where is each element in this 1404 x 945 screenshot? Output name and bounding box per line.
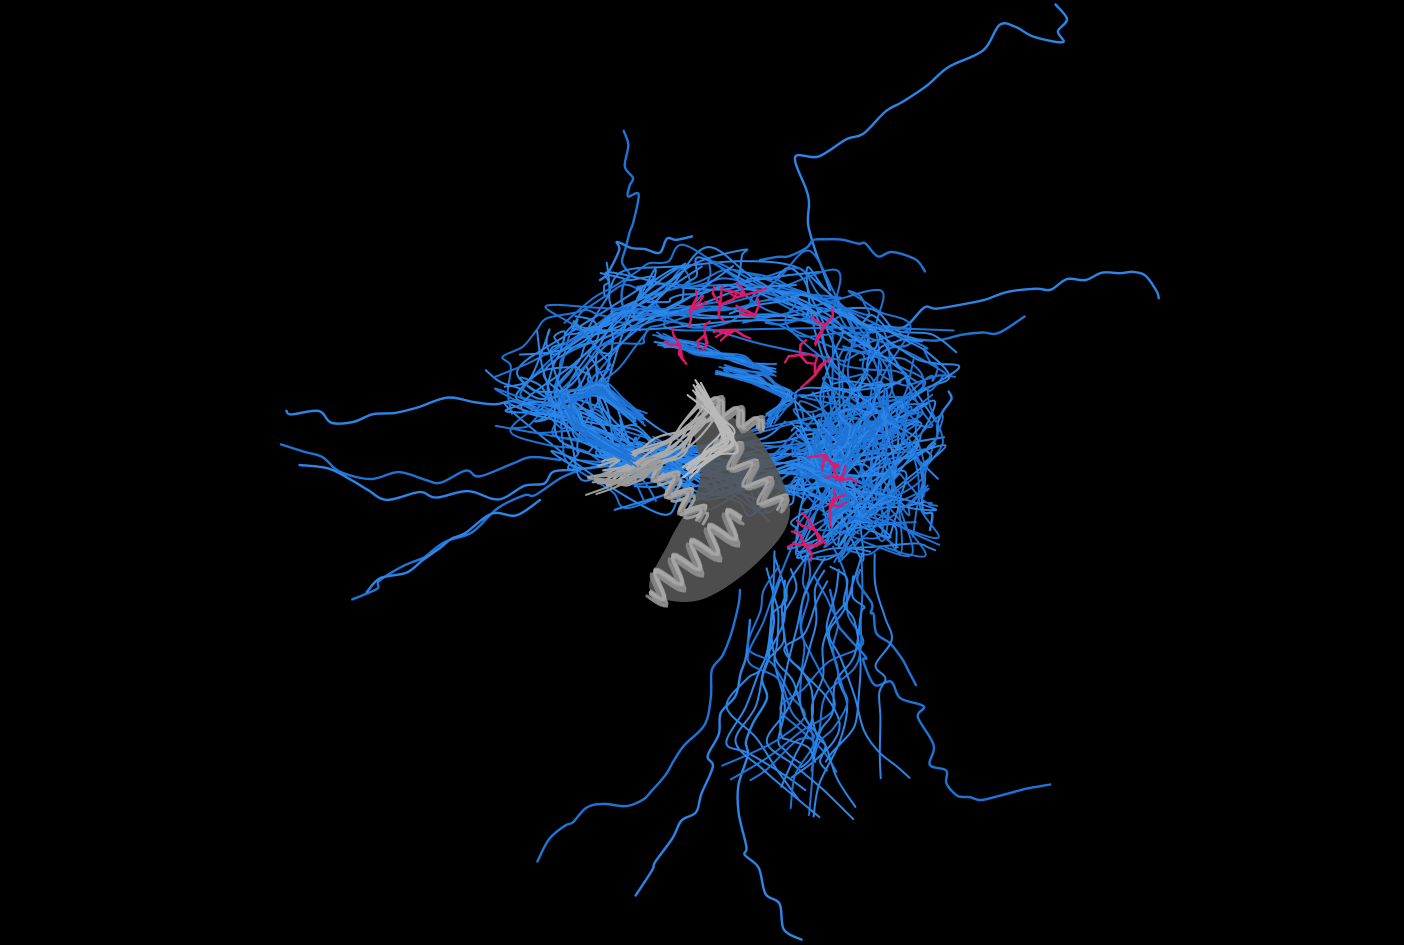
- core-strand: [683, 384, 725, 478]
- disordered-tail: [634, 618, 752, 897]
- core-stub: [587, 462, 663, 483]
- residue-sticks: [795, 511, 828, 547]
- highlighted-residues: [663, 281, 858, 562]
- disordered-strand: [770, 551, 857, 808]
- residue-sticks: [828, 488, 847, 527]
- disordered-tail: [279, 443, 562, 485]
- residue-sticks: [696, 320, 711, 352]
- chain-bundle: [715, 372, 793, 415]
- disordered-tail: [351, 468, 582, 601]
- residue-sticks: [735, 296, 761, 317]
- helix-coil: [656, 472, 710, 526]
- chain-bundle: [714, 372, 787, 421]
- disordered-loop: [518, 246, 937, 423]
- folded-core-body: [649, 410, 790, 602]
- chain-bundles: [556, 331, 858, 528]
- core-stub: [587, 455, 653, 478]
- residue-sticks: [783, 339, 817, 365]
- disordered-tail: [285, 396, 592, 432]
- disordered-strand: [729, 546, 836, 781]
- residue-sticks: [799, 356, 832, 389]
- disordered-loop: [504, 265, 734, 488]
- disordered-loop: [823, 484, 929, 563]
- disordered-loop: [610, 268, 912, 446]
- disordered-tail: [793, 3, 1069, 292]
- disordered-loop: [794, 429, 941, 555]
- disordered-tail: [919, 390, 953, 532]
- chain-bundle: [723, 368, 793, 416]
- residue-sticks: [663, 327, 688, 365]
- residue-sticks: [824, 462, 858, 484]
- disordered-loop: [536, 330, 815, 507]
- disordered-loop: [792, 390, 913, 453]
- disordered-tail: [298, 463, 577, 502]
- disordered-tail: [758, 237, 927, 273]
- disordered-loop: [796, 542, 937, 561]
- disordered-tail: [598, 235, 694, 282]
- residue-sticks: [723, 281, 767, 299]
- folded-core: [597, 379, 790, 608]
- residue-sticks: [811, 308, 835, 347]
- disordered-strand: [789, 559, 864, 810]
- residue-sticks: [786, 530, 825, 562]
- helix-coil: [650, 468, 703, 522]
- disordered-loop: [501, 283, 955, 415]
- core-stub: [591, 460, 662, 485]
- disordered-tails: [279, 3, 1160, 941]
- disordered-loop: [787, 460, 902, 550]
- disordered-loop: [514, 293, 666, 474]
- disordered-loop: [822, 372, 939, 507]
- disordered-strand: [734, 568, 821, 819]
- disordered-loop: [823, 396, 944, 549]
- disordered-tail: [858, 315, 1026, 362]
- disordered-tail: [848, 270, 1160, 342]
- chain-bundle: [796, 460, 858, 519]
- chain-bundle: [570, 388, 638, 459]
- disordered-strand: [746, 541, 816, 782]
- disordered-loop: [550, 267, 842, 401]
- disordered-tail: [536, 588, 742, 863]
- disordered-strand: [827, 552, 911, 779]
- disordered-strand: [824, 565, 862, 763]
- disordered-loop: [544, 300, 721, 505]
- disordered-strand: [721, 565, 806, 767]
- disordered-loop: [582, 260, 874, 444]
- disordered-loop: [538, 268, 842, 408]
- disordered-strand: [765, 567, 802, 765]
- residue-sticks: [712, 328, 752, 342]
- disordered-strand: [783, 580, 841, 779]
- disordered-loop: [798, 384, 947, 549]
- residue-sticks: [711, 285, 738, 322]
- disordered-tail: [856, 568, 918, 687]
- disordered-tail: [365, 498, 542, 594]
- disordered-strand: [800, 575, 866, 769]
- core-strand: [686, 384, 730, 471]
- disordered-loop: [728, 293, 961, 471]
- helix-coil: [702, 394, 766, 428]
- disordered-tail: [620, 129, 642, 332]
- chain-bundle: [723, 364, 786, 415]
- helix-coil: [653, 469, 706, 523]
- disordered-strand: [779, 545, 865, 773]
- disordered-strand: [810, 575, 849, 772]
- core-stub: [585, 457, 662, 496]
- disordered-loop: [646, 284, 924, 438]
- helix-coil: [648, 508, 742, 602]
- disordered-tail: [828, 588, 1052, 802]
- chain-bundle: [566, 383, 638, 461]
- disordered-strand: [873, 553, 893, 780]
- disordered-strand: [779, 557, 826, 763]
- helix-coil: [655, 464, 708, 518]
- disordered-loops: [484, 243, 961, 821]
- residue-sticks: [687, 289, 707, 328]
- helix-coil: [711, 438, 784, 512]
